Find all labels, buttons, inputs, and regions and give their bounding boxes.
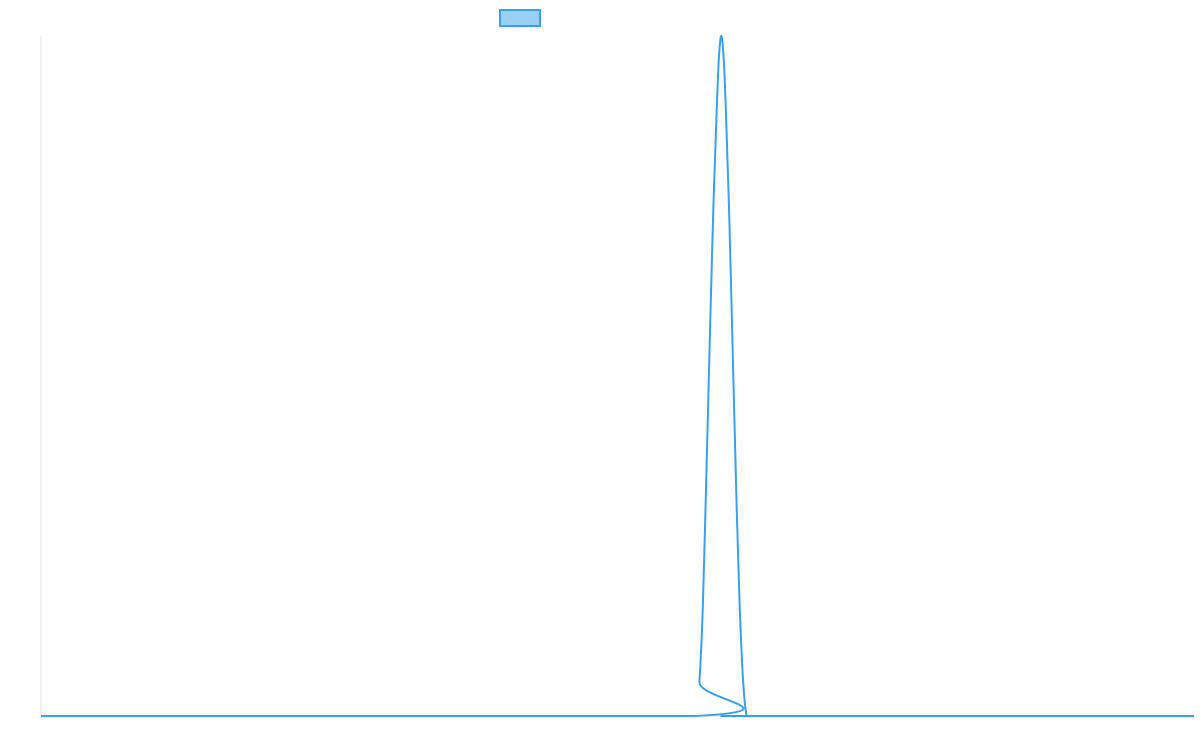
- chart-axes: [40, 36, 1194, 717]
- series-layer: [41, 35, 1194, 718]
- legend-swatch[interactable]: [499, 9, 541, 27]
- chart-legend: [499, 9, 541, 27]
- series-line-0: [41, 35, 1194, 718]
